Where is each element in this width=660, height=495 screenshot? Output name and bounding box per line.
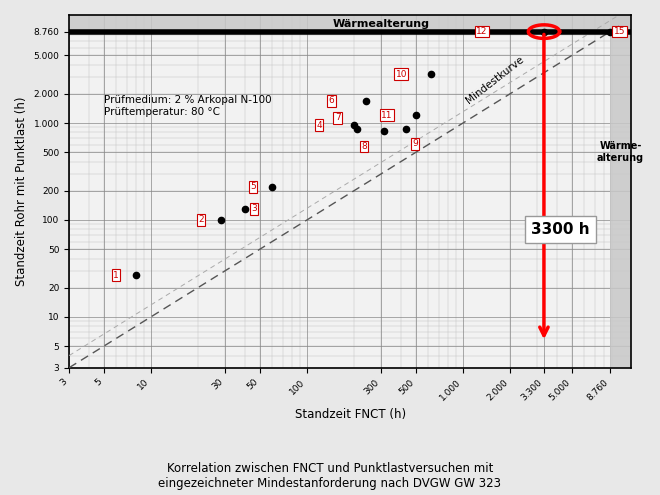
Text: 10: 10 [395, 69, 407, 79]
Bar [69, 15, 632, 32]
Text: 9: 9 [412, 140, 418, 148]
Text: 6: 6 [329, 96, 335, 105]
Text: 2: 2 [198, 215, 204, 225]
Text: 3: 3 [251, 204, 257, 213]
Text: 8: 8 [361, 142, 367, 151]
Text: 5: 5 [250, 182, 255, 191]
Y-axis label: Standzeit Rohr mit Punktlast (h): Standzeit Rohr mit Punktlast (h) [15, 97, 28, 286]
Text: 11: 11 [381, 111, 393, 120]
Text: Prüfmedium: 2 % Arkopal N-100
Prüftemperatur: 80 °C: Prüfmedium: 2 % Arkopal N-100 Prüftemper… [104, 95, 271, 117]
Text: 4: 4 [316, 121, 322, 130]
Text: 1: 1 [114, 271, 119, 280]
Text: 12: 12 [476, 27, 488, 36]
Bar [610, 15, 632, 368]
Text: Mindestkurve: Mindestkurve [464, 54, 525, 105]
Text: 3300 h: 3300 h [531, 222, 589, 237]
Text: 15: 15 [614, 27, 625, 36]
Text: Wärme-
alterung: Wärme- alterung [597, 142, 644, 163]
Text: Korrelation zwischen FNCT und Punktlastversuchen mit
eingezeichneter Mindestanfo: Korrelation zwischen FNCT und Punktlastv… [158, 462, 502, 490]
X-axis label: Standzeit FNCT (h): Standzeit FNCT (h) [295, 407, 406, 421]
Text: Wärmealterung: Wärmealterung [333, 19, 430, 29]
Text: 7: 7 [335, 113, 341, 122]
